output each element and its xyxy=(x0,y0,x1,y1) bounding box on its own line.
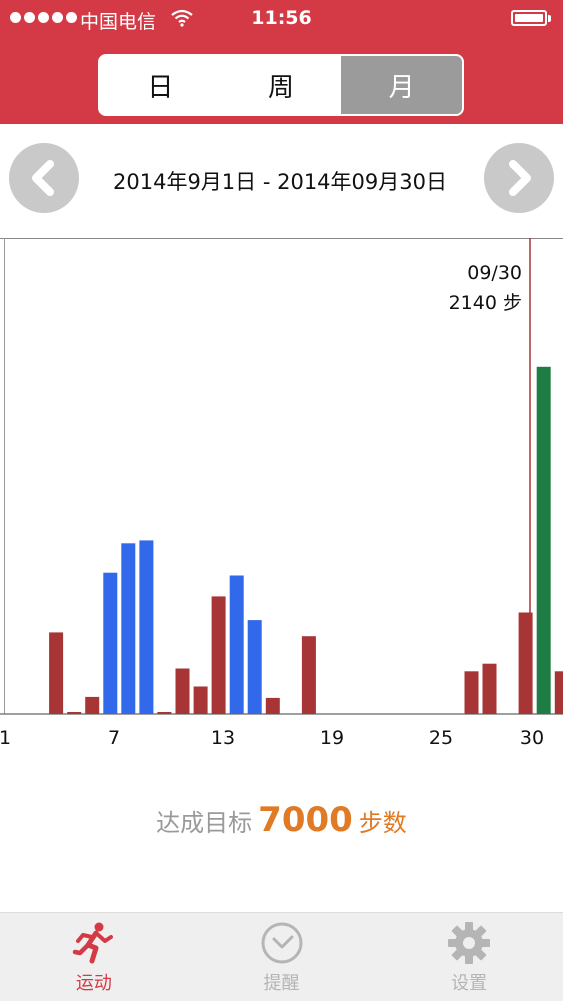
chart-canvas: 1 7 13 19 25 30 xyxy=(0,238,563,749)
period-segmented-control: 日 周 月 xyxy=(98,54,464,116)
chevron-left-icon xyxy=(32,160,54,196)
bar-day-25[interactable] xyxy=(464,671,479,714)
wifi-icon xyxy=(171,9,193,27)
bar-day-16[interactable] xyxy=(301,636,316,714)
bar-day-14[interactable] xyxy=(265,697,280,714)
gear-icon xyxy=(448,922,491,964)
goal-unit: 步数 xyxy=(358,809,407,837)
x-tick-label: 1 xyxy=(0,727,11,749)
x-tick-label: 13 xyxy=(211,727,235,749)
bar-day-2[interactable] xyxy=(49,632,64,714)
x-tick-label: 30 xyxy=(520,727,544,749)
header: 中国电信 11:56 日 周 月 xyxy=(0,0,563,124)
next-period-button[interactable] xyxy=(484,143,554,213)
battery-icon xyxy=(511,10,547,26)
tab-reminder-label: 提醒 xyxy=(263,973,300,994)
bar-day-9[interactable] xyxy=(175,668,190,715)
bar-day-28[interactable] xyxy=(518,612,533,715)
bar-day-12[interactable] xyxy=(229,575,244,715)
bar-day-30[interactable] xyxy=(554,671,563,714)
tab-settings[interactable]: 设置 xyxy=(375,913,563,1001)
bar-day-13[interactable] xyxy=(247,620,262,714)
bar-day-7[interactable] xyxy=(139,540,154,714)
x-tick-label: 25 xyxy=(429,727,453,749)
bar-day-5[interactable] xyxy=(103,572,118,714)
segment-month[interactable]: 月 xyxy=(341,56,462,114)
bar-day-26[interactable] xyxy=(482,663,497,714)
x-tick-label: 7 xyxy=(108,727,120,749)
segment-day[interactable]: 日 xyxy=(147,72,174,103)
signal-strength-icon xyxy=(10,12,77,23)
bar-day-3[interactable] xyxy=(67,712,82,714)
bar-day-11[interactable] xyxy=(211,596,226,714)
clock: 11:56 xyxy=(251,7,312,29)
daily-goal: 达成目标 7000 步数 xyxy=(0,800,563,840)
tab-bar: 运动 提醒 设置 xyxy=(0,912,563,1001)
tab-reminder[interactable]: 提醒 xyxy=(188,913,376,1001)
bar-day-4[interactable] xyxy=(85,696,100,714)
battery-tip xyxy=(548,15,551,22)
clock-icon xyxy=(261,922,302,964)
monthly-steps-chart: 1 7 13 19 25 30 09/30 2140 步 xyxy=(0,238,563,768)
previous-period-button[interactable] xyxy=(9,143,79,213)
runner-icon xyxy=(72,922,113,964)
segment-week[interactable]: 周 xyxy=(268,72,295,103)
carrier-name: 中国电信 xyxy=(80,11,157,33)
x-tick-label: 19 xyxy=(320,727,344,749)
date-range-label: 2014年9月1日 - 2014年09月30日 xyxy=(113,170,447,194)
tab-settings-label: 设置 xyxy=(451,973,488,994)
tab-activity[interactable]: 运动 xyxy=(0,913,188,1001)
tooltip-steps: 2140 步 xyxy=(448,292,522,314)
goal-value: 7000 xyxy=(258,800,353,840)
bar-day-29[interactable] xyxy=(536,366,551,714)
bar-day-8[interactable] xyxy=(157,712,172,714)
status-bar: 中国电信 11:56 xyxy=(0,0,563,38)
tooltip-date: 09/30 xyxy=(467,262,522,284)
goal-prefix: 达成目标 xyxy=(156,809,253,837)
bar-day-6[interactable] xyxy=(121,543,136,714)
bar-day-10[interactable] xyxy=(193,686,208,715)
chevron-right-icon xyxy=(509,160,531,196)
date-navigator: 2014年9月1日 - 2014年09月30日 xyxy=(0,124,563,238)
tab-activity-label: 运动 xyxy=(75,973,112,994)
